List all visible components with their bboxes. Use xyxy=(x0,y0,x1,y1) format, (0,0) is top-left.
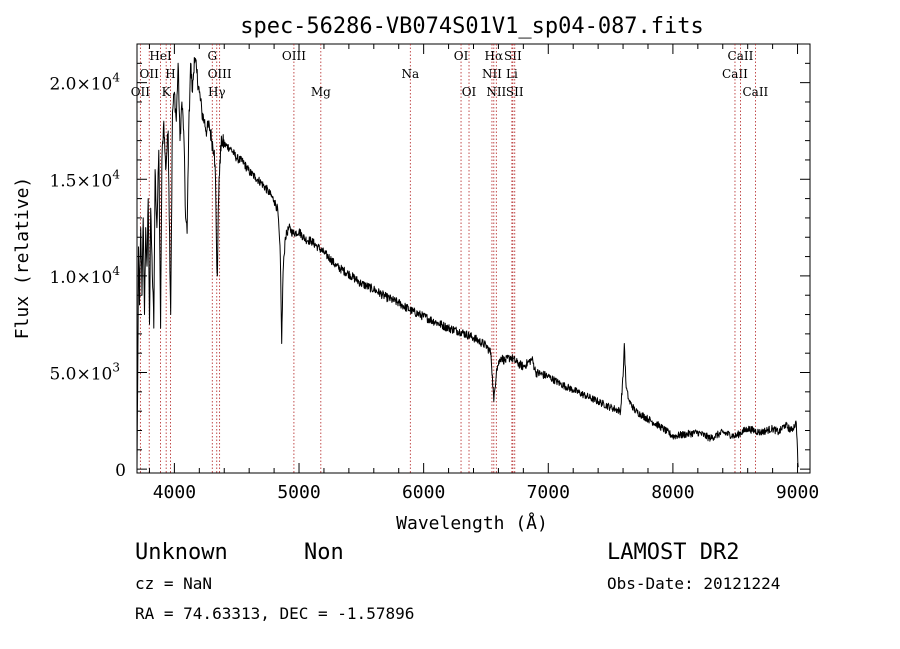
spectral-line-label: Hγ xyxy=(208,85,226,99)
spectral-line-label: OI xyxy=(454,49,469,63)
x-tick-label: 5000 xyxy=(277,482,320,503)
y-tick-label: 2.0×104 xyxy=(49,71,120,95)
spectral-line-label: G xyxy=(207,49,217,63)
spectral-lines: OIIOIIHeIKHGHγOIIIOIIIMgNaOIOINIIHαNIILi… xyxy=(131,44,769,473)
spectral-line-label: CaII xyxy=(722,67,748,81)
y-tick-label: 1.5×104 xyxy=(49,167,120,191)
flux-series xyxy=(136,57,799,470)
spectral-line-label: OIII xyxy=(208,67,232,81)
spectral-line-label: SII xyxy=(504,49,522,63)
spectral-line-label: Li xyxy=(506,67,518,81)
spectral-line-label: Mg xyxy=(311,85,331,99)
spectral-line-label: NII xyxy=(486,85,506,99)
x-tick-label: 6000 xyxy=(402,482,445,503)
coordinates: RA = 74.63313, DEC = -1.57896 xyxy=(135,604,414,623)
spectral-line-label: CaII xyxy=(742,85,768,99)
spectral-line-label: K xyxy=(162,85,172,99)
spectral-line-label: SII xyxy=(506,85,524,99)
x-tick-label: 4000 xyxy=(153,482,196,503)
redshift-cz: cz = NaN xyxy=(135,574,212,593)
survey-name: LAMOST DR2 xyxy=(607,540,739,565)
x-tick-label: 7000 xyxy=(527,482,570,503)
y-tick-label: 0 xyxy=(115,461,126,481)
y-tick-label: 5.0×103 xyxy=(49,361,120,385)
spectral-line-label: OI xyxy=(462,85,477,99)
obs-date: Obs-Date: 20121224 xyxy=(607,574,780,593)
spectral-line-label: OII xyxy=(131,85,151,99)
spectral-line-label: OII xyxy=(140,67,160,81)
spectral-line-label: OIII xyxy=(282,49,306,63)
x-tick-label: 8000 xyxy=(651,482,694,503)
x-tick-label: 9000 xyxy=(776,482,819,503)
spectral-line-label: CaII xyxy=(728,49,754,63)
spectral-line-label: HeI xyxy=(149,49,172,63)
object-subclass: Non xyxy=(304,540,344,565)
chart-title: spec-56286-VB074S01V1_sp04-087.fits xyxy=(240,14,704,39)
y-axis-label: Flux (relative) xyxy=(12,177,33,340)
spectral-line-label: Na xyxy=(401,67,419,81)
spectral-line-label: NII xyxy=(482,67,502,81)
x-axis-ticks: 4000 5000 6000 7000 8000 9000 xyxy=(148,44,819,503)
plot-frame xyxy=(136,43,811,474)
y-tick-label: 1.0×104 xyxy=(49,264,120,288)
object-class: Unknown xyxy=(135,540,228,565)
flux-line xyxy=(136,57,799,470)
spectral-line-label: H xyxy=(165,67,175,81)
y-axis-ticks: 0 5.0×103 1.0×104 1.5×104 2.0×104 xyxy=(49,62,810,481)
spectral-line-label: Hα xyxy=(485,49,504,63)
x-axis-label: Wavelength (Å) xyxy=(396,512,548,534)
